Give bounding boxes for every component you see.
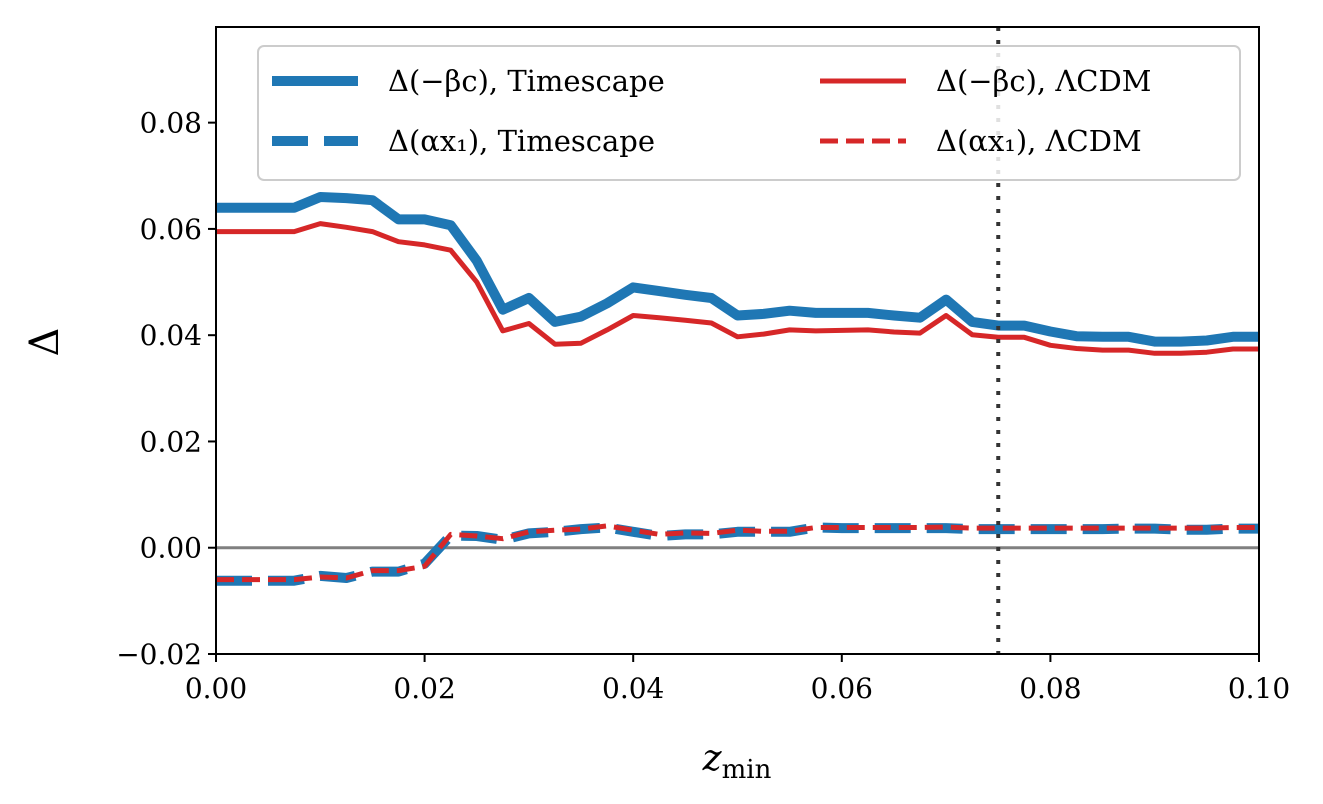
legend: Δ(−βc), Timescape Δ(αx₁), Timescape Δ(−βc)… <box>257 45 1241 181</box>
x-tick-label: 0.02 <box>393 672 455 705</box>
y-tick-label: 0.08 <box>140 107 202 140</box>
legend-label-0: Δ(−βc), Timescape <box>388 64 665 98</box>
x-tick-label: 0.00 <box>185 672 247 705</box>
axes-frame <box>215 26 1260 655</box>
x-tick-label: 0.04 <box>602 672 664 705</box>
series-line-0 <box>216 192 1259 347</box>
y-tick-label: −0.02 <box>116 638 202 671</box>
x-axis-label-main: z <box>702 738 723 779</box>
y-axis-label: Δ <box>22 328 68 357</box>
legend-label-3: Δ(αx₁), ΛCDM <box>936 124 1142 158</box>
y-tick-label: 0.04 <box>140 319 202 352</box>
y-tick-label: 0.02 <box>140 425 202 458</box>
axes: 0.00 0.02 0.04 0.06 0.08 0.10−0.020.000.020.0… <box>116 26 1290 705</box>
y-tick-label: 0.06 <box>140 213 202 246</box>
x-tick-label: 0.06 <box>811 672 873 705</box>
x-tick-label: 0.10 <box>1228 672 1290 705</box>
legend-box <box>257 45 1241 181</box>
series-line-3 <box>216 523 1259 583</box>
series-line-2 <box>216 221 1259 356</box>
legend-label-1: Δ(αx₁), Timescape <box>388 124 655 158</box>
legend-label-2: Δ(−βc), ΛCDM <box>936 64 1151 98</box>
y-tick-label: 0.00 <box>140 532 202 565</box>
x-axis-label-sub: min <box>722 755 772 785</box>
x-tick-label: 0.08 <box>1019 672 1081 705</box>
x-axis-label: zmin <box>702 738 772 785</box>
